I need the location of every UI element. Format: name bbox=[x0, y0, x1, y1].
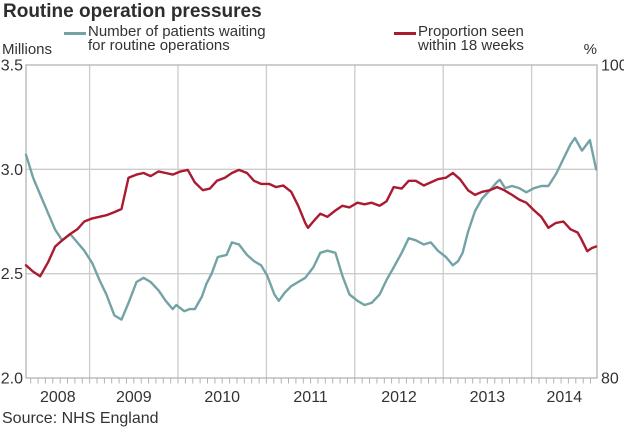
left-axis-tick-label: 2.5 bbox=[1, 266, 23, 283]
year-label: 2008 bbox=[40, 389, 76, 406]
right-axis-unit-label: % bbox=[583, 41, 597, 58]
year-label: 2014 bbox=[547, 389, 583, 406]
year-label: 2011 bbox=[293, 389, 328, 406]
legend-item-within18: Proportion seen within 18 weeks bbox=[394, 23, 524, 54]
series-line-waiting bbox=[24, 136, 598, 321]
source-note: Source: NHS England bbox=[2, 410, 159, 427]
legend-label-within18: Proportion seen within 18 weeks bbox=[418, 23, 524, 54]
legend-label-waiting-line1: Number of patients waiting bbox=[88, 23, 266, 40]
legend-label-within18-line2: within 18 weeks bbox=[418, 37, 524, 54]
left-axis-tick-label: 3.5 bbox=[1, 58, 23, 75]
legend-label-within18-line1: Proportion seen bbox=[418, 23, 524, 40]
plot-frame bbox=[25, 64, 598, 379]
series-line-within18 bbox=[24, 168, 598, 278]
legend-label-waiting: Number of patients waiting for routine o… bbox=[88, 23, 266, 54]
left-axis-unit-label: Millions bbox=[2, 41, 53, 58]
legend-line-swatch-waiting bbox=[64, 32, 86, 35]
year-label: 2009 bbox=[116, 389, 152, 406]
left-axis-tick-label: 2.0 bbox=[1, 371, 23, 388]
year-label: 2012 bbox=[381, 389, 417, 406]
left-axis-tick-label: 3.0 bbox=[1, 162, 23, 179]
legend-label-waiting-line2: for routine operations bbox=[88, 37, 230, 54]
right-axis-tick-label: 80 bbox=[601, 371, 619, 388]
year-label: 2010 bbox=[204, 389, 240, 406]
legend-line-swatch-within18 bbox=[394, 32, 416, 35]
legend-item-waiting: Number of patients waiting for routine o… bbox=[64, 23, 266, 54]
chart-title: Routine operation pressures bbox=[3, 1, 262, 22]
right-axis-tick-label: 100 bbox=[601, 58, 624, 75]
year-label: 2013 bbox=[470, 389, 506, 406]
